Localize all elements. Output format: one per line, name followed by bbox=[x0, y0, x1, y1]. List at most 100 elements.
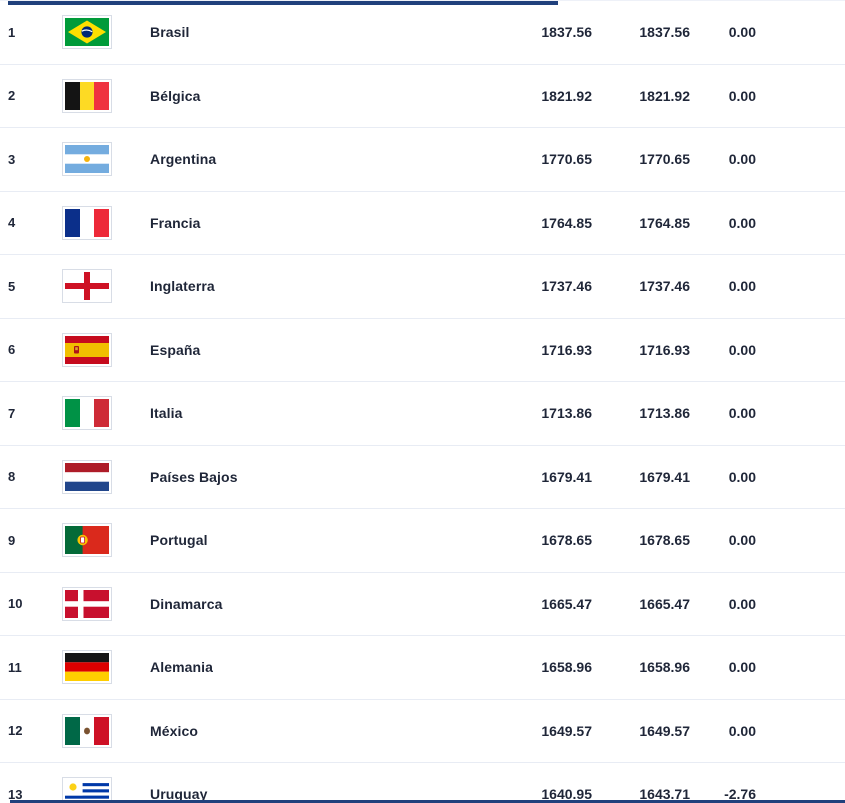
points-change: 0.00 bbox=[728, 405, 756, 422]
points-previous: 1649.57 bbox=[639, 722, 690, 739]
points-previous: 1737.46 bbox=[639, 278, 690, 295]
team-name: Francia bbox=[150, 214, 201, 231]
flag-cell bbox=[62, 523, 150, 558]
flag-brasil-icon bbox=[62, 15, 112, 50]
flag-uruguay-icon bbox=[62, 777, 112, 803]
flag-alemania-icon bbox=[62, 650, 112, 685]
points-total: 1640.95 bbox=[541, 786, 592, 803]
rank-cell: 9 bbox=[8, 532, 16, 548]
flag-belgica-icon bbox=[62, 78, 112, 113]
table-row[interactable]: 5 Inglaterra 1737.46 1737.46 0.00 bbox=[0, 255, 845, 319]
rank-cell: 7 bbox=[8, 405, 16, 421]
points-change: 0.00 bbox=[728, 214, 756, 231]
points-change: 0.00 bbox=[728, 532, 756, 549]
points-previous: 1821.92 bbox=[639, 87, 690, 104]
rank-cell: 11 bbox=[8, 659, 22, 675]
team-name: Portugal bbox=[150, 532, 208, 549]
team-name: Inglaterra bbox=[150, 278, 215, 295]
flag-cell bbox=[62, 142, 150, 177]
points-total: 1658.96 bbox=[541, 659, 592, 676]
points-change: 0.00 bbox=[728, 595, 756, 612]
points-change: 0.00 bbox=[728, 24, 756, 41]
flag-italia-icon bbox=[62, 396, 112, 431]
flag-dinamarca-icon bbox=[62, 586, 112, 621]
table-row[interactable]: 4 Francia 1764.85 1764.85 0.00 bbox=[0, 191, 845, 255]
flag-cell bbox=[62, 205, 150, 240]
flag-cell bbox=[62, 396, 150, 431]
points-change: 0.00 bbox=[728, 659, 756, 676]
points-total: 1770.65 bbox=[541, 151, 592, 168]
team-name: Italia bbox=[150, 405, 183, 422]
table-row[interactable]: 7 Italia 1713.86 1713.86 0.00 bbox=[0, 382, 845, 446]
points-previous: 1713.86 bbox=[639, 405, 690, 422]
points-change: 0.00 bbox=[728, 722, 756, 739]
points-total: 1678.65 bbox=[541, 532, 592, 549]
points-total: 1716.93 bbox=[541, 341, 592, 358]
table-row[interactable]: 13 Uruguay 1640.95 1643.71 -2.76 bbox=[0, 763, 845, 803]
points-total: 1764.85 bbox=[541, 214, 592, 231]
points-change: 0.00 bbox=[728, 278, 756, 295]
bottom-accent-bar bbox=[10, 800, 845, 803]
rank-cell: 1 bbox=[8, 24, 16, 40]
table-row[interactable]: 12 México 1649.57 1649.57 0.00 bbox=[0, 699, 845, 763]
points-previous: 1658.96 bbox=[639, 659, 690, 676]
points-previous: 1764.85 bbox=[639, 214, 690, 231]
rank-cell: 6 bbox=[8, 342, 16, 358]
points-previous: 1643.71 bbox=[639, 786, 690, 803]
rank-cell: 5 bbox=[8, 278, 16, 294]
flag-cell bbox=[62, 269, 150, 304]
table-row[interactable]: 1 Brasil 1837.56 1837.56 0.00 bbox=[0, 1, 845, 65]
points-total: 1821.92 bbox=[541, 87, 592, 104]
flag-portugal-icon bbox=[62, 523, 112, 558]
points-total: 1679.41 bbox=[541, 468, 592, 485]
points-total: 1665.47 bbox=[541, 595, 592, 612]
rank-cell: 10 bbox=[8, 596, 23, 612]
table-row[interactable]: 11 Alemania 1658.96 1658.96 0.00 bbox=[0, 636, 845, 700]
table-row[interactable]: 8 Países Bajos 1679.41 1679.41 0.00 bbox=[0, 445, 845, 509]
rank-cell: 12 bbox=[8, 723, 23, 739]
points-change: 0.00 bbox=[728, 468, 756, 485]
points-previous: 1665.47 bbox=[639, 595, 690, 612]
rank-cell: 2 bbox=[8, 88, 16, 104]
points-total: 1649.57 bbox=[541, 722, 592, 739]
table-row[interactable]: 2 Bélgica 1821.92 1821.92 0.00 bbox=[0, 64, 845, 128]
points-change: 0.00 bbox=[728, 151, 756, 168]
table-row[interactable]: 9 Portugal 1678.65 1678.65 0.00 bbox=[0, 509, 845, 573]
flag-cell bbox=[62, 650, 150, 685]
team-name: España bbox=[150, 341, 201, 358]
points-total: 1713.86 bbox=[541, 405, 592, 422]
team-name: Países Bajos bbox=[150, 468, 238, 485]
team-name: Bélgica bbox=[150, 87, 201, 104]
flag-cell bbox=[62, 15, 150, 50]
points-total: 1737.46 bbox=[541, 278, 592, 295]
points-previous: 1678.65 bbox=[639, 532, 690, 549]
points-previous: 1716.93 bbox=[639, 341, 690, 358]
table-row[interactable]: 10 Dinamarca 1665.47 1665.47 0.00 bbox=[0, 572, 845, 636]
flag-argentina-icon bbox=[62, 142, 112, 177]
flag-cell bbox=[62, 332, 150, 367]
points-change: 0.00 bbox=[728, 87, 756, 104]
points-total: 1837.56 bbox=[541, 24, 592, 41]
flag-cell bbox=[62, 459, 150, 494]
table-row[interactable]: 3 Argentina 1770.65 1770.65 0.00 bbox=[0, 128, 845, 192]
rank-cell: 8 bbox=[8, 469, 16, 485]
points-change: 0.00 bbox=[728, 341, 756, 358]
top-accent-bar bbox=[8, 1, 558, 5]
flag-mexico-icon bbox=[62, 713, 112, 748]
team-name: Brasil bbox=[150, 24, 190, 41]
rank-cell: 3 bbox=[8, 151, 16, 167]
table-row[interactable]: 6 España 1716.93 1716.93 0.00 bbox=[0, 318, 845, 382]
team-name: Dinamarca bbox=[150, 595, 223, 612]
points-change: -2.76 bbox=[724, 786, 756, 803]
rank-cell: 4 bbox=[8, 215, 16, 231]
team-name: Alemania bbox=[150, 659, 214, 676]
team-name: Uruguay bbox=[150, 786, 208, 803]
points-previous: 1679.41 bbox=[639, 468, 690, 485]
points-previous: 1770.65 bbox=[639, 151, 690, 168]
flag-paises_bajos-icon bbox=[62, 459, 112, 494]
flag-cell bbox=[62, 78, 150, 113]
flag-francia-icon bbox=[62, 205, 112, 240]
team-name: Argentina bbox=[150, 151, 217, 168]
